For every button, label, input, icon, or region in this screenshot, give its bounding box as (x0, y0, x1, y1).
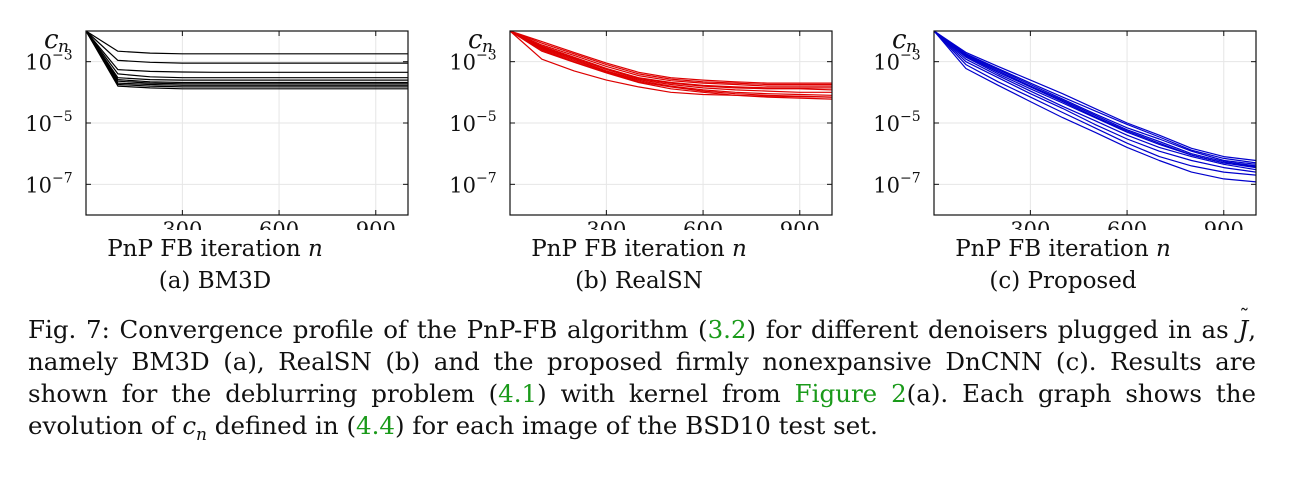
x-tick-label: 300 (162, 218, 202, 230)
y-tick-exponent: −3 (476, 48, 497, 64)
x-tick-label: 900 (780, 218, 820, 230)
series-line-9 (933, 30, 1257, 176)
x-axis-label: PnP FB iteration n (531, 236, 747, 262)
y-axis-label-subscript: n (906, 37, 917, 57)
series-line-10 (85, 30, 408, 90)
series-line-3 (85, 30, 408, 73)
figure-caption: Fig. 7: Convergence profile of the PnP-F… (28, 304, 1257, 445)
series-group (509, 30, 833, 100)
series-line-4 (933, 30, 1257, 167)
y-tick-exponent: −3 (52, 48, 73, 64)
series-line-7 (509, 30, 833, 96)
y-tick-exponent: −3 (900, 48, 921, 64)
series-line-3 (509, 30, 832, 87)
series-line-6 (85, 30, 408, 84)
series-group (933, 30, 1257, 183)
panel-realsn: 300 600 900 10 −3 10 −5 10 −7 c n PnP FB iteration… (424, 0, 854, 305)
y-tick-exponent: −5 (476, 109, 497, 125)
series-line-2 (933, 30, 1257, 164)
y-tick-exponent: −7 (52, 170, 73, 186)
series-line-8 (85, 30, 408, 86)
subcaption-proposed: (c) Proposed (989, 268, 1137, 294)
y-tick-label: 10 (449, 173, 476, 197)
panel-bm3d: 300 600 900 10 −3 10 −5 10 −7 c n PnP FB iteration… (0, 0, 430, 305)
ref-eq-3-2[interactable]: 3.2 (707, 315, 747, 344)
x-axis-label: PnP FB iteration n (955, 236, 1171, 262)
y-axis-label-subscript: n (58, 37, 69, 57)
series-line-1 (85, 30, 408, 55)
y-tick-label: 10 (25, 173, 52, 197)
series-line-5 (85, 30, 408, 81)
series-line-2 (85, 30, 408, 64)
x-axis-label: PnP FB iteration n (107, 236, 323, 262)
y-tick-label: 10 (873, 112, 900, 136)
series-line-9 (509, 30, 833, 100)
ref-eq-4-1[interactable]: 4.1 (498, 379, 538, 408)
series-line-7 (933, 30, 1257, 171)
y-tick-label: 10 (873, 51, 900, 75)
x-tick-label: 900 (1204, 218, 1244, 230)
series-line-4 (85, 30, 408, 79)
y-axis-label: c (892, 25, 907, 55)
y-axis-label-subscript: n (482, 37, 493, 57)
series-line-3 (933, 30, 1257, 165)
ref-figure-2[interactable]: Figure 2 (794, 379, 907, 408)
y-tick-exponent: −7 (900, 170, 921, 186)
series-line-5 (933, 30, 1257, 168)
panel-proposed: 300 600 900 10 −3 10 −5 10 −7 c n PnP FB iteration… (848, 0, 1278, 305)
series-line-7 (85, 30, 408, 85)
ref-eq-4-4[interactable]: 4.4 (356, 411, 395, 440)
series-line-6 (509, 30, 832, 93)
y-tick-exponent: −7 (476, 170, 497, 186)
y-tick-label: 10 (449, 112, 476, 136)
x-tick-label: 600 (683, 218, 723, 230)
y-axis-label: c (468, 25, 483, 55)
x-tick-label: 300 (1010, 218, 1050, 230)
y-axis-label: c (44, 25, 59, 55)
series-line-9 (85, 30, 408, 88)
series-line-8 (509, 30, 833, 98)
x-tick-label: 600 (1107, 218, 1147, 230)
series-line-1 (933, 30, 1257, 162)
y-tick-label: 10 (873, 173, 900, 197)
x-tick-label: 600 (259, 218, 299, 230)
series-line-10 (933, 30, 1257, 183)
y-tick-label: 10 (449, 51, 476, 75)
series-line-6 (933, 30, 1257, 169)
y-tick-exponent: −5 (900, 109, 921, 125)
x-tick-label: 900 (356, 218, 396, 230)
series-line-2 (509, 30, 832, 86)
caption-label: Fig. 7: (28, 315, 110, 344)
y-tick-label: 10 (25, 112, 52, 136)
series-line-8 (933, 30, 1257, 173)
series-line-1 (509, 30, 832, 84)
series-line-10 (509, 30, 833, 98)
series-line-5 (509, 30, 833, 91)
j-tilde-symbol: ˜ J (1238, 304, 1250, 344)
y-tick-label: 10 (25, 51, 52, 75)
subcaption-realsn: (b) RealSN (575, 268, 703, 294)
y-tick-exponent: −5 (52, 109, 73, 125)
series-group (85, 30, 408, 90)
x-tick-label: 300 (586, 218, 626, 230)
subcaption-bm3d: (a) BM3D (158, 268, 272, 294)
